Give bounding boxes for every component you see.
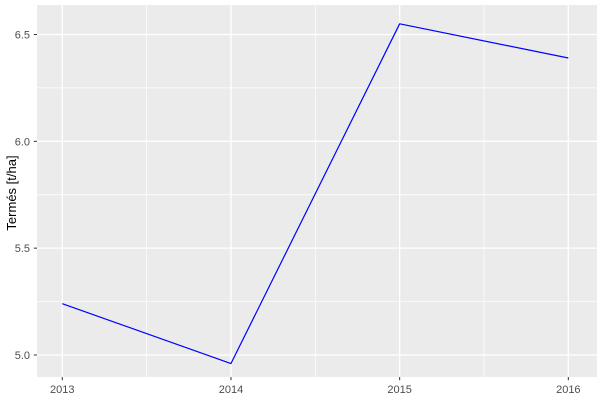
data-line-termes [62,23,569,365]
minor-gridlines [37,5,597,377]
y-tick-label: 6.0 [15,136,30,148]
y-tick-label: 6.5 [15,29,30,41]
x-tick-label: 2014 [219,384,243,396]
y-tick-label: 5.5 [15,243,30,255]
y-tick-label: 5.0 [15,350,30,362]
y-axis-tick-labels: 5.0 5.5 6.0 6.5 [15,29,30,362]
axis-tick-marks [33,33,569,381]
x-tick-label: 2013 [50,384,74,396]
x-tick-label: 2015 [387,384,411,396]
y-axis-title: Termés [t/ha] [4,155,19,230]
x-tick-label: 2016 [556,384,580,396]
x-axis-tick-labels: 2013 2014 2015 2016 [50,384,581,396]
major-gridlines [37,5,597,377]
